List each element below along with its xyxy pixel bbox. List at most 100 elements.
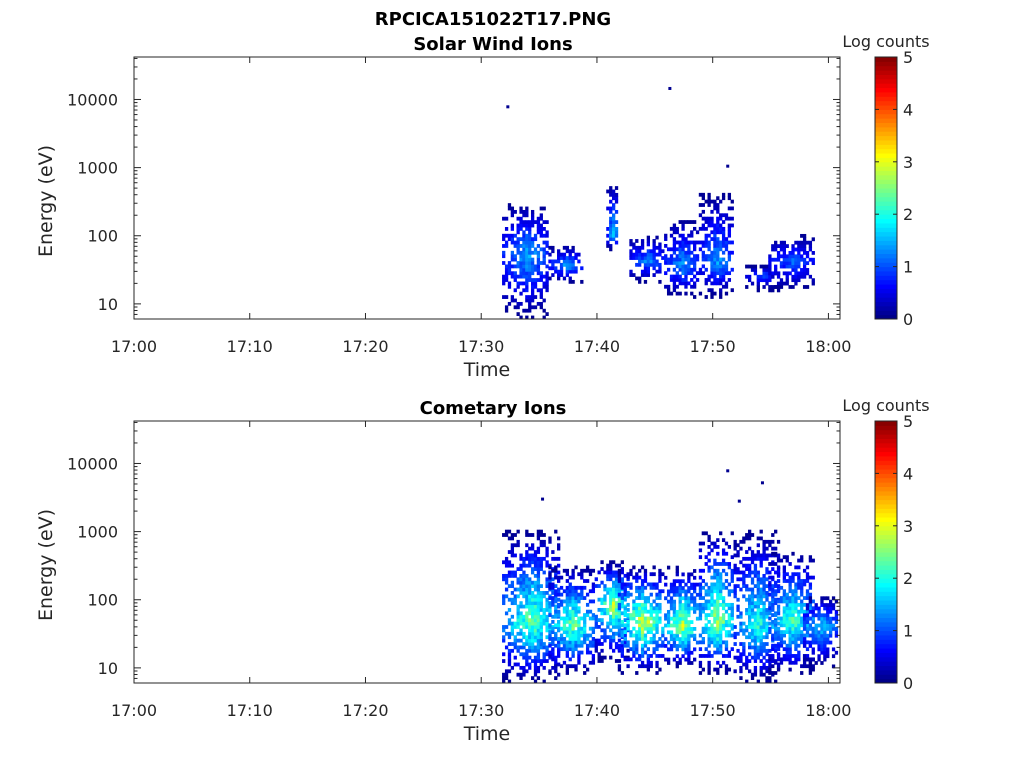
spectrogram-cell <box>652 245 656 250</box>
spectrogram-cell <box>724 585 729 590</box>
spectrogram-cell <box>513 543 517 548</box>
spectrogram-cell <box>658 279 662 284</box>
spectrogram-cell <box>588 660 593 665</box>
spectrogram-cell <box>698 192 703 197</box>
burst-3 <box>594 560 630 663</box>
spectrogram-cell <box>733 669 737 674</box>
spectrogram-cell <box>565 568 569 573</box>
spectrogram-cell <box>609 560 613 565</box>
spectrogram-cell <box>635 640 639 645</box>
panels: 17:00 17:10 17:20 17:30 17:40 17:50 18:0010100… <box>35 32 930 745</box>
spectrogram-cell <box>649 640 653 645</box>
spectrogram-cell <box>753 594 758 599</box>
y-tick-label: 1000 <box>77 523 118 542</box>
spectrogram-cell <box>756 278 760 283</box>
spectrogram-cell <box>742 642 746 646</box>
spectrogram-cell <box>814 627 818 631</box>
spectrogram-cell <box>632 256 636 260</box>
spectrogram-cell <box>765 591 769 595</box>
spectrogram-cell <box>756 594 760 599</box>
spectrogram-cell <box>583 596 587 600</box>
spectrogram-cell <box>643 626 648 631</box>
spectrogram-cell <box>774 285 778 289</box>
spectrogram-cell <box>753 553 758 558</box>
spectrogram-cell <box>797 575 801 580</box>
spectrogram-cell <box>808 623 813 628</box>
spectrogram-cell <box>528 278 532 282</box>
spectrogram-cell <box>776 271 781 276</box>
spectrogram-cell <box>635 262 639 267</box>
spectrogram-cell <box>724 623 729 628</box>
spectrogram-cell <box>536 301 541 306</box>
spectrogram-cell <box>675 579 679 584</box>
spectrogram-cell <box>831 654 836 659</box>
spectrogram-cell <box>802 620 807 624</box>
spectrogram-cell <box>502 594 506 599</box>
colorbar-step <box>875 464 897 470</box>
spectrogram-cell <box>678 661 682 665</box>
spectrogram-cell <box>510 573 515 578</box>
spectrogram-cell <box>629 633 633 638</box>
spectrogram-cell <box>771 533 775 537</box>
spectrogram-cell <box>536 580 541 585</box>
spectrogram-cell <box>588 589 593 594</box>
spectrogram-cell <box>802 660 807 665</box>
spectrogram-cell <box>791 251 795 255</box>
spectrogram-cell <box>603 594 607 599</box>
spectrogram-cell <box>684 627 688 631</box>
spectrogram-cell <box>800 619 804 624</box>
spectrogram-cell <box>823 613 827 618</box>
spectrogram-cell <box>834 620 839 624</box>
spectrogram-cell <box>788 619 792 624</box>
spectrogram-cell <box>681 637 685 642</box>
spectrogram-cell <box>591 616 596 621</box>
spectrogram-cell <box>551 591 555 595</box>
spectrogram-cell <box>530 608 535 612</box>
spectrogram-cell <box>707 606 711 611</box>
spectrogram-cell <box>542 240 546 245</box>
spectrogram-cell <box>658 249 662 254</box>
spectrogram-cell <box>525 213 529 218</box>
spectrogram-cell <box>716 671 720 675</box>
spectrogram-cell <box>724 654 729 658</box>
spectrogram-cell <box>530 209 535 214</box>
spectrogram-cell <box>603 570 607 575</box>
spectrogram-cell <box>525 662 529 667</box>
spectrogram-cell <box>545 563 549 568</box>
spectrogram-cell <box>510 233 515 238</box>
spectrogram-cell <box>774 648 778 653</box>
spectrogram-cell <box>698 589 703 594</box>
colorbar-step <box>875 665 897 671</box>
spectrogram-cell <box>782 240 786 245</box>
spectrogram-cell <box>768 271 772 276</box>
spectrogram-cell <box>562 640 567 645</box>
spectrogram-cell <box>606 567 610 571</box>
spectrogram-cell <box>568 643 572 648</box>
spectrogram-cell <box>591 660 596 665</box>
spectrogram-cell <box>750 550 755 554</box>
spectrogram-cell <box>652 650 656 655</box>
spectrogram-cell <box>640 619 645 624</box>
spectrogram-cell <box>562 637 567 641</box>
spectrogram-cell <box>635 619 639 624</box>
spectrogram-cell <box>528 257 532 262</box>
spectrogram-cell <box>727 240 732 245</box>
spectrogram-cell <box>664 243 668 248</box>
spectrogram-cell <box>510 591 515 595</box>
spectrogram-cell <box>710 264 714 269</box>
colorbar-tick-label: 1 <box>903 622 913 641</box>
spectrogram-cell <box>672 284 677 289</box>
spectrogram-cell <box>614 621 619 626</box>
spectrogram-cell <box>542 655 546 660</box>
spectrogram-cell <box>646 640 651 645</box>
spectrogram-cell <box>672 261 677 265</box>
spectrogram-cell <box>771 633 775 638</box>
spectrogram-cell <box>513 305 517 310</box>
spectrogram-cell <box>525 659 529 663</box>
spectrogram-cell <box>609 216 613 221</box>
spectrogram-cell <box>704 216 708 221</box>
spectrogram-cell <box>643 256 648 260</box>
spectrogram-cell <box>504 587 509 592</box>
spectrogram-cell <box>768 562 772 566</box>
spectrogram-cell <box>536 250 541 255</box>
